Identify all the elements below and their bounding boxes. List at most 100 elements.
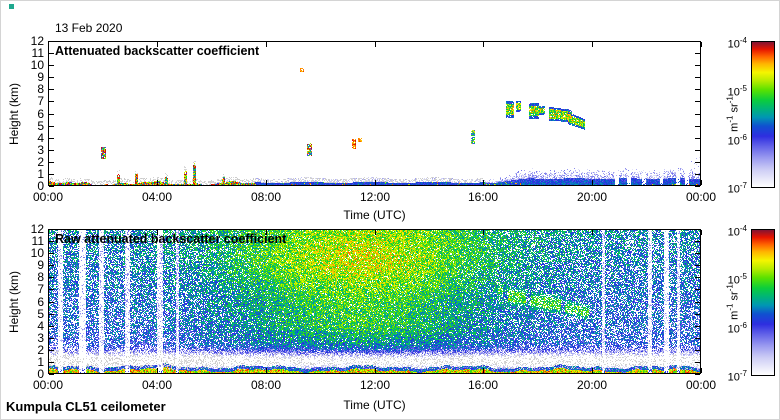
axis-tick [266, 180, 267, 185]
axis-tick [695, 229, 700, 230]
axis-tick [701, 230, 702, 235]
x-tick-label: 04:00 [141, 378, 173, 392]
axis-tick [49, 314, 54, 315]
y-axis-label: Height (km) [7, 82, 21, 145]
plot-frame [48, 229, 701, 374]
axis-tick [695, 326, 700, 327]
x-tick-label: 16:00 [467, 190, 499, 204]
y-tick-label: 0 [37, 179, 44, 193]
x-tick-label: 00:00 [685, 190, 717, 204]
axis-tick [695, 186, 700, 187]
y-tick-label: 2 [37, 343, 44, 357]
colorbar-tick-label: 10-4 [727, 224, 747, 239]
axis-tick [695, 89, 700, 90]
y-tick-label: 1 [37, 355, 44, 369]
axis-tick [49, 277, 54, 278]
axis-tick [49, 126, 54, 127]
axis-tick [695, 362, 700, 363]
axis-tick [695, 265, 700, 266]
y-tick-label: 4 [37, 319, 44, 333]
axis-tick [695, 374, 700, 375]
x-tick-label: 00:00 [32, 190, 64, 204]
y-tick-label: 0 [37, 367, 44, 381]
axis-tick [49, 65, 54, 66]
axis-tick [49, 289, 54, 290]
axis-tick [157, 368, 158, 373]
axis-tick [49, 41, 54, 42]
axis-tick [49, 89, 54, 90]
y-tick-label: 8 [37, 82, 44, 96]
axis-tick [695, 126, 700, 127]
axis-tick [701, 42, 702, 47]
axis-tick [49, 241, 54, 242]
x-tick-label: 12:00 [359, 190, 391, 204]
y-tick-label: 11 [31, 234, 44, 248]
axis-tick [483, 368, 484, 373]
colorbar [751, 41, 775, 188]
axis-tick [695, 277, 700, 278]
axis-tick [48, 230, 49, 235]
x-tick-label: 16:00 [467, 378, 499, 392]
axis-tick [375, 180, 376, 185]
y-axis-label: Height (km) [7, 270, 21, 333]
axis-tick [49, 253, 54, 254]
y-tick-label: 3 [37, 143, 44, 157]
axis-tick [695, 114, 700, 115]
y-tick-label: 6 [37, 107, 44, 121]
axis-tick [695, 53, 700, 54]
date-label: 13 Feb 2020 [55, 21, 123, 35]
x-tick-label: 12:00 [359, 378, 391, 392]
x-axis-label: Time (UTC) [343, 208, 406, 222]
y-tick-label: 11 [31, 46, 44, 60]
axis-tick [266, 230, 267, 235]
x-tick-label: 00:00 [685, 378, 717, 392]
y-tick-label: 10 [30, 246, 44, 260]
colorbar-tick-label: 10-5 [727, 84, 747, 99]
y-tick-label: 1 [37, 167, 44, 181]
axis-tick [266, 368, 267, 373]
colorbar-tick-label: 10-4 [727, 36, 747, 51]
axis-tick [695, 162, 700, 163]
backscatter-heatmap-canvas [48, 41, 701, 186]
axis-tick [49, 374, 54, 375]
axis-tick [266, 42, 267, 47]
axis-tick [695, 138, 700, 139]
colorbar-unit-label: m-1 sr-1 [725, 283, 741, 320]
x-tick-label: 20:00 [576, 378, 608, 392]
panel-title: Attenuated backscatter coefficient [55, 44, 260, 58]
axis-tick [695, 65, 700, 66]
axis-tick [157, 42, 158, 47]
axis-tick [49, 186, 54, 187]
axis-tick [695, 41, 700, 42]
axis-tick [48, 368, 49, 373]
axis-tick [695, 241, 700, 242]
y-tick-label: 7 [37, 282, 44, 296]
x-tick-label: 04:00 [141, 190, 173, 204]
x-axis-label: Time (UTC) [343, 398, 406, 412]
colorbar-unit-label: m-1 sr-1 [725, 95, 741, 132]
x-tick-label: 00:00 [32, 378, 64, 392]
stray-pixel-artifact [9, 4, 14, 9]
axis-tick [695, 77, 700, 78]
y-tick-label: 12 [30, 34, 44, 48]
axis-tick [49, 362, 54, 363]
y-tick-label: 12 [30, 222, 44, 236]
axis-tick [592, 368, 593, 373]
y-tick-label: 9 [37, 258, 44, 272]
y-tick-label: 3 [37, 331, 44, 345]
axis-tick [375, 42, 376, 47]
axis-tick [695, 338, 700, 339]
axis-tick [49, 174, 54, 175]
axis-tick [592, 180, 593, 185]
x-tick-label: 20:00 [576, 190, 608, 204]
axis-tick [49, 265, 54, 266]
axis-tick [48, 180, 49, 185]
y-tick-label: 5 [37, 119, 44, 133]
axis-tick [695, 314, 700, 315]
y-tick-label: 5 [37, 307, 44, 321]
colorbar-tick-label: 10-6 [727, 133, 747, 148]
y-tick-label: 10 [30, 58, 44, 72]
axis-tick [695, 289, 700, 290]
axis-tick [695, 101, 700, 102]
colorbar-tick-label: 10-7 [727, 181, 747, 196]
